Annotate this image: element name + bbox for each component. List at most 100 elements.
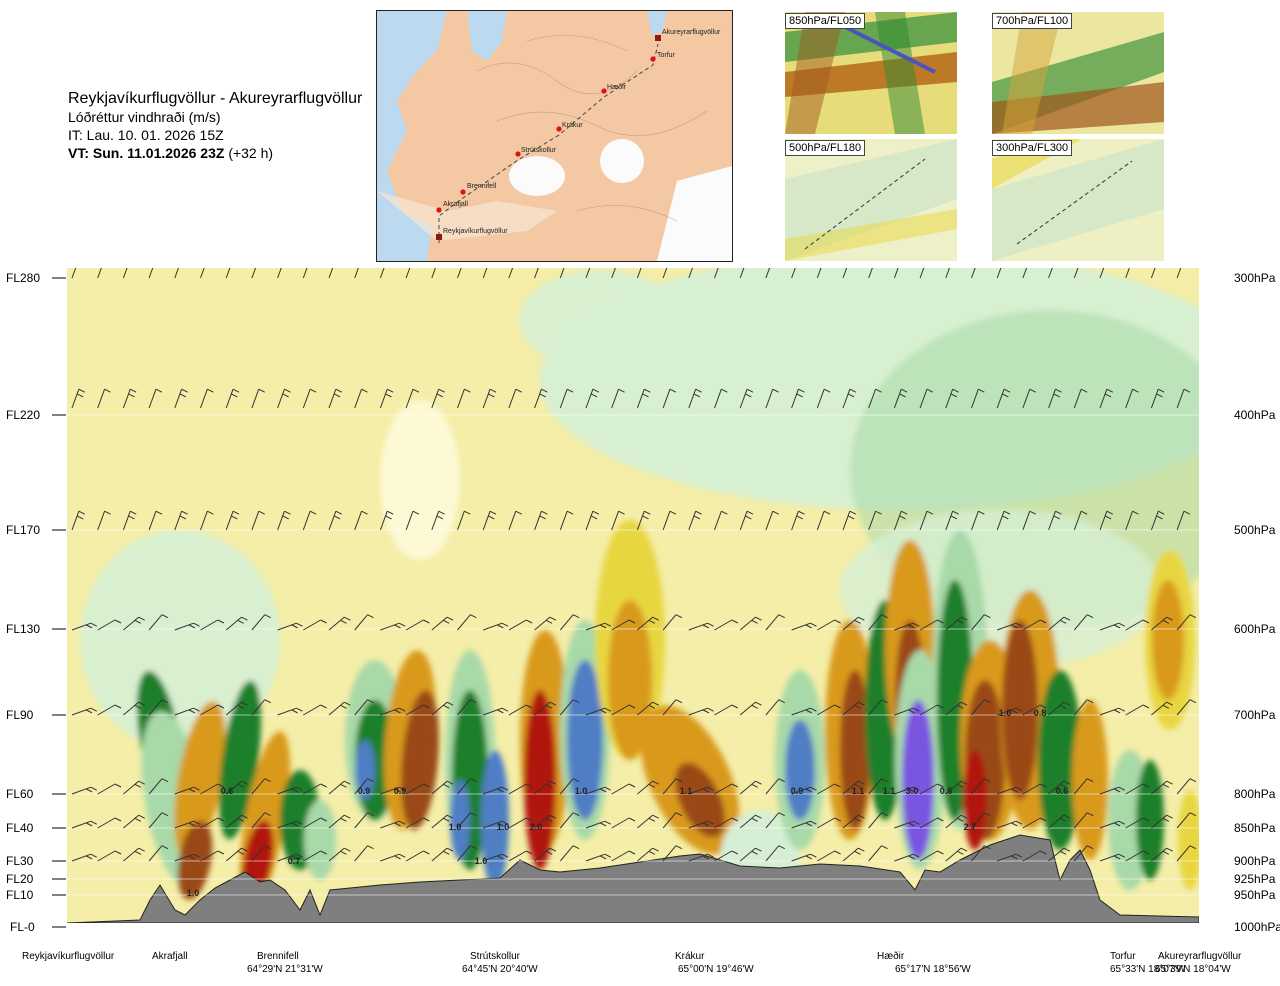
wind-barb — [225, 510, 240, 531]
thumbnail-300hpa-graphic — [992, 139, 1164, 261]
wind-barb — [97, 783, 122, 795]
wind-barb — [225, 616, 248, 631]
contour-value-label: 1.1 — [680, 786, 693, 796]
wind-barb — [482, 268, 488, 279]
wind-barb — [328, 847, 351, 862]
wind-barb — [405, 268, 411, 279]
location-label: Akrafjall — [152, 951, 188, 962]
wind-barb — [997, 786, 1023, 795]
map-waypoint-marker — [460, 189, 466, 195]
issue-time: IT: Lau. 10. 01. 2026 15Z — [68, 127, 224, 143]
wind-barb — [739, 510, 754, 531]
wind-barb — [457, 778, 477, 795]
location-label: Hæðir — [877, 951, 905, 962]
wind-barb — [611, 619, 636, 631]
thumbnail-label: 700hPa/FL100 — [992, 13, 1073, 29]
wind-barb — [122, 388, 137, 409]
location-coordinate: 64°29'N 21°31'W — [247, 964, 323, 975]
contour-value-label: 0.6 — [221, 786, 234, 796]
wind-barb — [611, 510, 625, 531]
location-coordinate: 64°45'N 20°40'W — [462, 964, 538, 975]
map-airport-marker — [655, 35, 661, 41]
wind-barb — [739, 701, 762, 716]
wind-barb — [1151, 847, 1173, 862]
thumbnail-700hpa[interactable]: 700hPa/FL100 — [992, 12, 1164, 134]
wind-barb — [123, 814, 145, 829]
thumbnail-850hpa[interactable]: 850hPa/FL050 — [785, 12, 957, 134]
wind-barb — [559, 845, 580, 862]
field-contour — [524, 690, 556, 870]
wind-barb — [71, 268, 77, 279]
wind-barb — [868, 614, 888, 631]
wind-barb — [714, 510, 728, 531]
wind-barb — [894, 786, 920, 795]
wind-barb — [277, 853, 303, 862]
wind-barb — [123, 847, 145, 862]
wind-barb — [482, 388, 497, 409]
wind-barb — [97, 850, 122, 862]
wind-barb — [71, 786, 98, 795]
wind-barb — [200, 388, 214, 409]
field-contour — [401, 690, 439, 830]
wind-barb — [302, 268, 308, 279]
wind-barb — [148, 388, 163, 409]
wind-barb — [405, 817, 430, 829]
wind-barb — [405, 850, 430, 862]
wind-barb — [971, 268, 976, 279]
map-waypoint-marker — [515, 151, 521, 157]
wind-barb — [997, 707, 1023, 716]
wind-barb — [1176, 778, 1197, 795]
wind-barb — [328, 388, 343, 409]
wind-barb — [534, 510, 548, 531]
wind-barb — [277, 707, 303, 716]
wind-barb — [302, 510, 317, 531]
contour-value-label: 0.8 — [1034, 708, 1047, 718]
map-waypoint-label: Reykjavíkurflugvöllur — [443, 228, 508, 235]
wind-barb — [148, 699, 169, 716]
wind-barb — [842, 814, 865, 829]
wind-barb — [817, 817, 841, 829]
wind-barb — [1151, 701, 1173, 716]
wind-barb — [919, 850, 944, 862]
wind-barb — [1176, 699, 1197, 716]
wind-barb — [739, 814, 762, 829]
thumbnail-300hpa[interactable]: 300hPa/FL300 — [992, 139, 1164, 261]
field-contour — [1178, 790, 1199, 890]
wind-barb — [405, 388, 420, 409]
wind-barb — [559, 778, 580, 795]
wind-barb — [405, 619, 430, 631]
wind-barb — [688, 786, 714, 795]
wind-barb — [559, 699, 580, 716]
pressure-level-label: 500hPa — [1234, 523, 1276, 537]
wind-barb — [303, 704, 327, 716]
wind-barb — [534, 268, 539, 279]
field-contour — [675, 762, 725, 838]
wind-barb — [868, 388, 882, 409]
wind-barb — [303, 619, 327, 631]
wind-barb — [1099, 388, 1114, 409]
map-waypoint-label: Brennifell — [467, 183, 497, 190]
wind-barb — [148, 510, 163, 531]
wind-barb — [585, 268, 591, 279]
wind-barb — [508, 850, 533, 862]
wind-barb — [1073, 614, 1094, 631]
wind-barb — [534, 388, 548, 409]
wind-barb — [893, 388, 908, 409]
wind-barb — [251, 268, 257, 279]
pressure-level-label: 1000hPa — [1234, 920, 1280, 934]
wind-barb — [559, 614, 580, 631]
wind-barb — [354, 510, 368, 531]
wind-barb — [405, 510, 420, 531]
wind-barb — [585, 622, 612, 631]
contour-value-label: 1.1 — [852, 786, 865, 796]
contour-value-label: 1.0 — [187, 888, 200, 898]
thumbnail-500hpa[interactable]: 500hPa/FL180 — [785, 139, 957, 261]
wind-barb — [945, 814, 968, 829]
wind-barb — [225, 780, 248, 795]
wind-barb — [1073, 845, 1094, 862]
wind-barb — [945, 268, 950, 279]
map-waypoint-marker — [436, 207, 442, 213]
wind-barb — [1048, 847, 1071, 862]
wind-barb — [996, 388, 1011, 409]
wind-barb — [817, 619, 841, 631]
